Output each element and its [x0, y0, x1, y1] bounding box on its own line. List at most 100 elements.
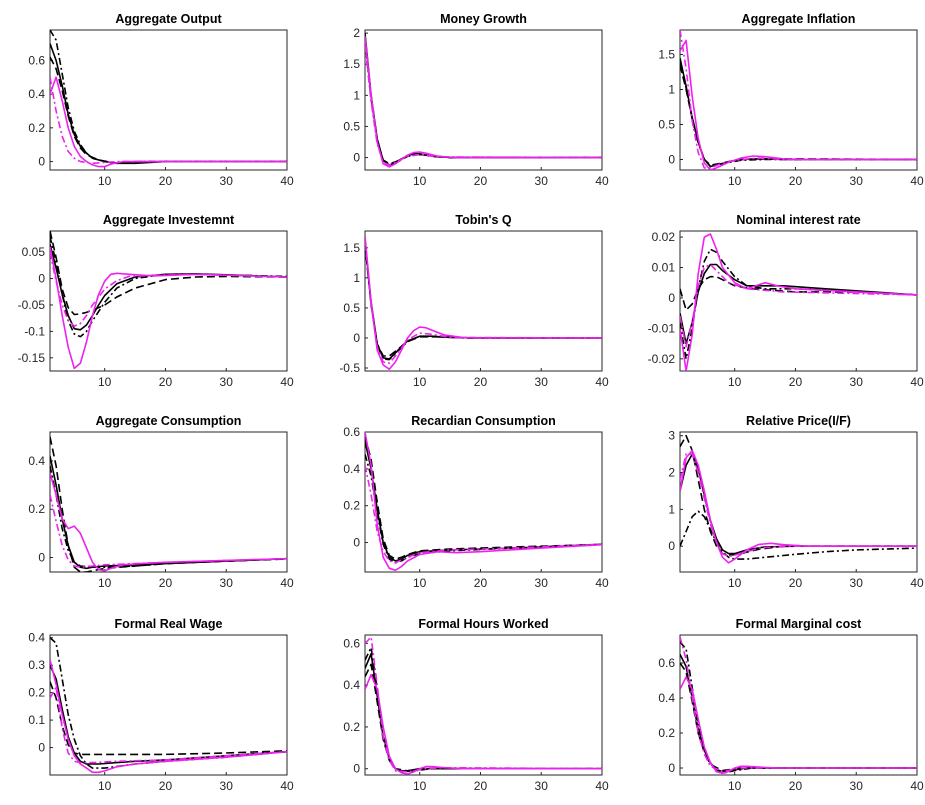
series-line-black-dashed	[50, 56, 287, 165]
y-tick-label: 0.01	[652, 261, 676, 275]
y-tick-label: -0.05	[18, 298, 46, 312]
x-tick-label: 10	[98, 779, 112, 793]
subplot-10: Formal Real Wage 10 20 30 40 0 0.1 0.2 0.3 0.4	[28, 617, 294, 793]
y-tick-label: 1.5	[343, 241, 360, 255]
subplot-title: Tobin's Q	[455, 213, 511, 227]
axes-box	[49, 431, 288, 573]
x-tick-label: 30	[850, 576, 864, 590]
subplot-title: Aggregate Investemnt	[103, 213, 235, 227]
x-tick-label: 40	[595, 174, 609, 188]
series-line-black-dashdot	[680, 248, 917, 360]
x-tick-label: 40	[280, 375, 294, 389]
x-tick-label: 40	[280, 576, 294, 590]
y-tick-label: 0.4	[28, 454, 45, 468]
x-tick-label: 10	[98, 174, 112, 188]
y-tick-label: 0	[668, 153, 675, 167]
series-line-magenta-dashdot	[680, 30, 917, 169]
x-tick-label: 20	[789, 779, 803, 793]
y-tick-label: 3	[668, 429, 675, 443]
y-tick-label: 0.2	[343, 499, 360, 513]
x-tick-label: 40	[595, 779, 609, 793]
x-tick-label: 30	[220, 576, 234, 590]
x-tick-label: 10	[413, 779, 427, 793]
x-tick-label: 40	[280, 174, 294, 188]
series-group	[365, 33, 602, 168]
x-tick-label: 40	[910, 174, 924, 188]
x-tick-label: 20	[159, 576, 173, 590]
subplot-2: Money Growth 10 20 30 40 0 0.5 1 1.5 2	[343, 12, 609, 188]
subplot-5: Tobin's Q 10 20 30 40 -0.5 0 0.5 1 1.5	[339, 213, 609, 389]
x-tick-label: 10	[728, 576, 742, 590]
subplot-3: Aggregate Inflation 10 20 30 40 0 0.5 1 1.5	[658, 12, 924, 188]
series-line-magenta-solid	[365, 235, 602, 370]
axes-box	[364, 230, 603, 372]
y-tick-label: 0	[668, 761, 675, 775]
x-tick-label: 30	[535, 174, 549, 188]
axes-box	[49, 29, 288, 171]
subplot-title: Aggregate Inflation	[742, 12, 856, 26]
subplot-title: Formal Marginal cost	[736, 617, 863, 631]
series-group	[50, 637, 287, 774]
series-group	[365, 235, 602, 370]
x-tick-label: 30	[220, 375, 234, 389]
x-tick-label: 30	[220, 779, 234, 793]
y-tick-label: -0.01	[648, 321, 676, 335]
series-line-black-dashdot	[365, 453, 602, 564]
subplot-6: Nominal interest rate 10 20 30 40 -0.02 -0.01 0…	[648, 213, 924, 389]
series-line-magenta-dashdot	[680, 453, 917, 558]
series-line-magenta-dashdot	[50, 77, 287, 165]
subplot-8: Recardian Consumption 10 20 30 40 0 0.2 0.4 0.6	[343, 414, 609, 590]
series-line-black-dashed	[680, 275, 917, 311]
series-group	[680, 434, 917, 564]
y-tick-label: 1.5	[658, 48, 675, 62]
axes-box	[49, 230, 288, 372]
y-tick-label: 2	[668, 466, 675, 480]
series-group	[50, 436, 287, 572]
subplot-title: Aggregate Output	[115, 12, 222, 26]
axes-box	[679, 230, 918, 372]
x-tick-label: 20	[159, 375, 173, 389]
subplot-11: Formal Hours Worked 10 20 30 40 0 0.2 0.4 0.6	[343, 617, 609, 793]
subplot-title: Recardian Consumption	[411, 414, 555, 428]
axes-box	[679, 431, 918, 573]
x-tick-label: 10	[728, 779, 742, 793]
series-group	[680, 233, 917, 371]
series-line-black-dashed	[50, 436, 287, 572]
y-tick-label: 1	[353, 271, 360, 285]
x-tick-label: 20	[474, 375, 488, 389]
y-tick-label: 0.4	[28, 631, 45, 645]
x-tick-label: 20	[159, 779, 173, 793]
subplot-title: Formal Real Wage	[115, 617, 223, 631]
subplot-7: Aggregate Consumption 10 20 30 40 0 0.2 0.4	[28, 414, 294, 590]
x-tick-label: 10	[728, 375, 742, 389]
series-line-magenta-solid	[680, 39, 917, 170]
y-tick-label: 0	[668, 291, 675, 305]
x-tick-label: 20	[789, 174, 803, 188]
y-tick-label: 0.2	[28, 686, 45, 700]
y-tick-label: 0.02	[652, 230, 676, 244]
y-tick-label: 0.5	[343, 301, 360, 315]
y-tick-label: 0	[353, 762, 360, 776]
series-line-magenta-dashdot	[365, 636, 602, 773]
y-tick-label: 0	[38, 741, 45, 755]
subplot-4: Aggregate Investemnt 10 20 30 40 -0.15 -0.1 -0.…	[18, 213, 294, 389]
subplot-title: Formal Hours Worked	[418, 617, 548, 631]
x-tick-label: 40	[910, 779, 924, 793]
series-group	[50, 30, 287, 168]
subplot-title: Nominal interest rate	[736, 213, 860, 227]
axes-box	[364, 29, 603, 171]
series-line-magenta-solid	[680, 676, 917, 775]
x-tick-label: 20	[789, 375, 803, 389]
series-line-black-dashdot	[365, 646, 602, 773]
x-tick-label: 20	[474, 576, 488, 590]
y-tick-label: -0.5	[339, 361, 360, 375]
x-tick-label: 20	[159, 174, 173, 188]
y-tick-label: 0	[668, 539, 675, 553]
axes-box	[364, 634, 603, 776]
series-line-black-dashed	[50, 231, 287, 316]
series-line-black-dashed	[365, 435, 602, 560]
subplot-12: Formal Marginal cost 10 20 30 40 0 0.2 0.4 0.6	[658, 617, 924, 793]
y-tick-label: 0.2	[343, 720, 360, 734]
x-tick-label: 30	[850, 779, 864, 793]
